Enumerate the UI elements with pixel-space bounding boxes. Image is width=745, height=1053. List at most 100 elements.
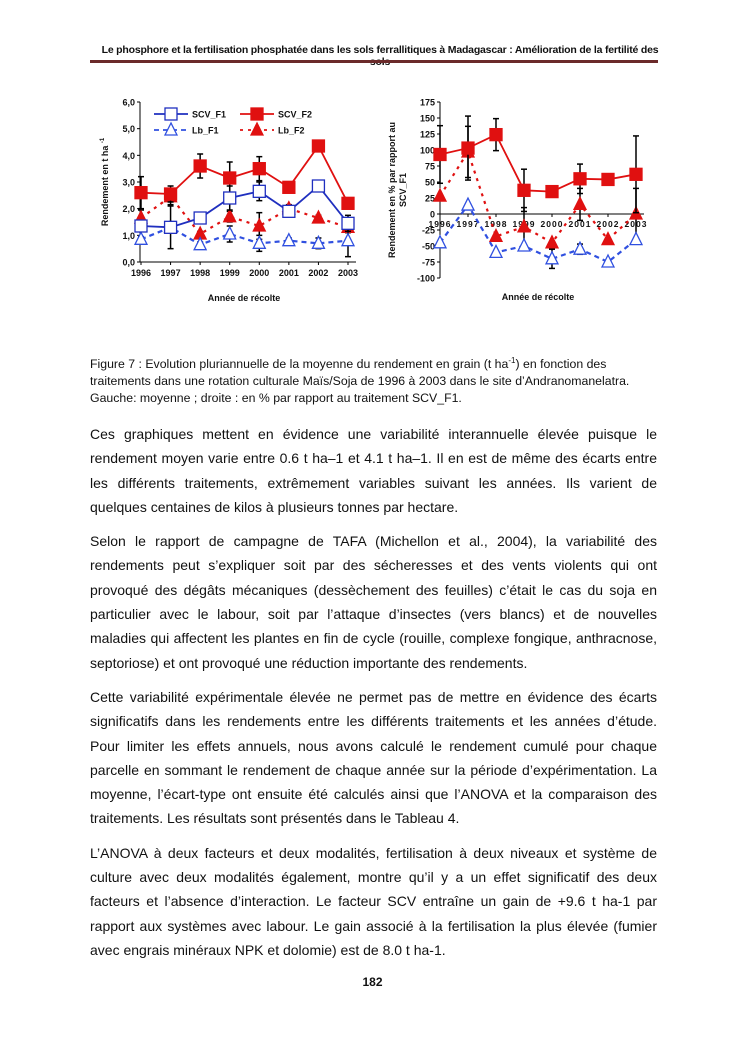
x-tick-label: 2001 <box>569 219 592 229</box>
body-text: Ces graphiques mettent en évidence une v… <box>90 422 657 972</box>
y-tick-label: 4,0 <box>122 151 135 161</box>
legend-label: SCV_F2 <box>278 110 312 120</box>
y-tick-label: -100 <box>417 274 435 284</box>
legend-label: Lb_F2 <box>278 126 305 136</box>
y-tick-label: 1,0 <box>122 231 135 241</box>
x-tick-label: 2000 <box>541 219 564 229</box>
data-point-scv-f2 <box>517 183 531 197</box>
data-point-scv-f2 <box>282 180 296 194</box>
data-point-scv-f2 <box>341 196 355 210</box>
data-point-lb-f1 <box>628 231 644 246</box>
x-tick-label: 1997 <box>161 268 181 278</box>
data-point-lb-f2 <box>432 187 448 202</box>
data-point-lb-f2 <box>488 227 504 243</box>
x-tick-label: 2002 <box>308 268 328 278</box>
data-point-scv-f2 <box>601 172 615 187</box>
data-point-scv-f1 <box>163 220 178 234</box>
data-point-scv-f2 <box>163 187 178 201</box>
data-point-scv-f2 <box>545 184 559 199</box>
data-point-scv-f2 <box>223 171 237 185</box>
data-point-lb-f1 <box>572 240 588 255</box>
data-point-lb-f1 <box>133 230 149 245</box>
y-tick-label: -25 <box>422 226 435 236</box>
data-point-lb-f1 <box>222 225 237 240</box>
caption-text: Figure 7 : Evolution pluriannuelle de la… <box>90 357 509 372</box>
data-point-lb-f1 <box>488 243 504 259</box>
x-tick-label: 1998 <box>190 268 210 278</box>
y-axis-label: Rendement en % par rapport au <box>387 122 397 258</box>
data-point-scv-f2 <box>311 139 326 153</box>
figure-caption: Figure 7 : Evolution pluriannuelle de la… <box>90 352 670 407</box>
data-point-scv-f1 <box>341 216 355 230</box>
data-point-lb-f1 <box>516 237 532 252</box>
x-tick-label: 2003 <box>338 268 358 278</box>
data-point-lb-f2 <box>572 195 588 211</box>
x-tick-label: 2001 <box>279 268 299 278</box>
y-tick-label: 0,0 <box>122 258 135 268</box>
y-tick-label: 25 <box>425 194 435 204</box>
header-rule <box>90 60 658 63</box>
data-point-scv-f2 <box>573 172 587 186</box>
y-tick-label: 150 <box>420 114 435 124</box>
data-point-lb-f2 <box>544 234 560 249</box>
data-point-lb-f2 <box>600 231 616 246</box>
legend-label: Lb_F1 <box>192 126 219 136</box>
legend-marker <box>250 107 264 121</box>
paragraph: Selon le rapport de campagne de TAFA (Mi… <box>90 533 657 671</box>
paragraph: Cette variabilité expérimentale élevée n… <box>90 688 657 827</box>
paragraph: Ces graphiques mettent en évidence une v… <box>90 426 657 515</box>
paragraph: L’ANOVA à deux facteurs et deux modalité… <box>90 844 657 958</box>
chart-right-percent: -100 -75 -50 -25 0 25 50 75 100 125 150 175 1996 1997… <box>387 98 646 303</box>
data-point-scv-f1 <box>193 211 207 225</box>
page-number: 182 <box>362 975 383 989</box>
y-tick-label: 175 <box>420 98 435 108</box>
y-tick-label: 0 <box>430 210 435 220</box>
x-axis-label: Année de récolte <box>208 293 281 303</box>
data-point-scv-f2 <box>629 167 643 181</box>
series-line-lb-f2 <box>439 149 637 245</box>
data-point-lb-f1 <box>340 232 356 247</box>
y-axis-label: Rendement en t ha -1 <box>100 137 110 226</box>
data-point-scv-f1 <box>223 191 237 205</box>
y-tick-label: -50 <box>422 242 435 252</box>
data-point-lb-f1 <box>193 236 208 251</box>
data-point-lb-f1 <box>311 234 326 249</box>
series-line-lb-f1 <box>439 203 637 264</box>
y-tick-label: 6,0 <box>122 98 135 108</box>
chart-left-yield: 0,0 1,0 2,0 3,0 4,0 5,0 6,0 1996 1997 1998 1999 200… <box>100 98 358 304</box>
y-tick-label: -75 <box>422 258 435 268</box>
x-tick-label: 1996 <box>429 219 452 229</box>
legend-label: SCV_F1 <box>192 110 226 120</box>
x-tick-label: 2002 <box>597 219 620 229</box>
x-tick-label: 1996 <box>131 268 151 278</box>
data-point-scv-f2 <box>134 186 148 200</box>
x-tick-label: 2000 <box>249 268 269 278</box>
caption-sup: -1 <box>508 356 516 365</box>
data-point-scv-f1 <box>134 219 148 233</box>
data-point-scv-f1 <box>252 184 266 198</box>
x-axis-label: Année de récolte <box>502 292 575 302</box>
legend-marker <box>164 107 178 121</box>
data-point-lb-f1 <box>252 234 267 249</box>
data-point-lb-f2 <box>252 217 267 232</box>
legend-marker <box>249 121 265 136</box>
legend-marker <box>163 121 179 136</box>
data-point-scv-f2 <box>252 162 266 176</box>
y-tick-label: 2,0 <box>122 204 135 214</box>
y-tick-label: 5,0 <box>122 124 135 134</box>
y-axis-label-line2: SCV_F1 <box>398 173 408 207</box>
data-point-lb-f1 <box>281 232 296 247</box>
data-point-lb-f1 <box>460 196 476 211</box>
data-point-scv-f1 <box>311 179 326 193</box>
x-tick-label: 1999 <box>220 268 240 278</box>
data-point-scv-f2 <box>489 127 503 142</box>
y-tick-label: 125 <box>420 130 435 140</box>
y-tick-label: 100 <box>420 146 435 156</box>
data-point-lb-f2 <box>222 208 237 223</box>
data-point-lb-f2 <box>311 209 326 224</box>
caption-text-end: ) en fonction des traitements dans une r… <box>90 357 630 406</box>
series-line-lb-f2 <box>140 195 349 236</box>
data-point-lb-f1 <box>600 253 616 268</box>
data-point-scv-f2 <box>193 159 207 173</box>
